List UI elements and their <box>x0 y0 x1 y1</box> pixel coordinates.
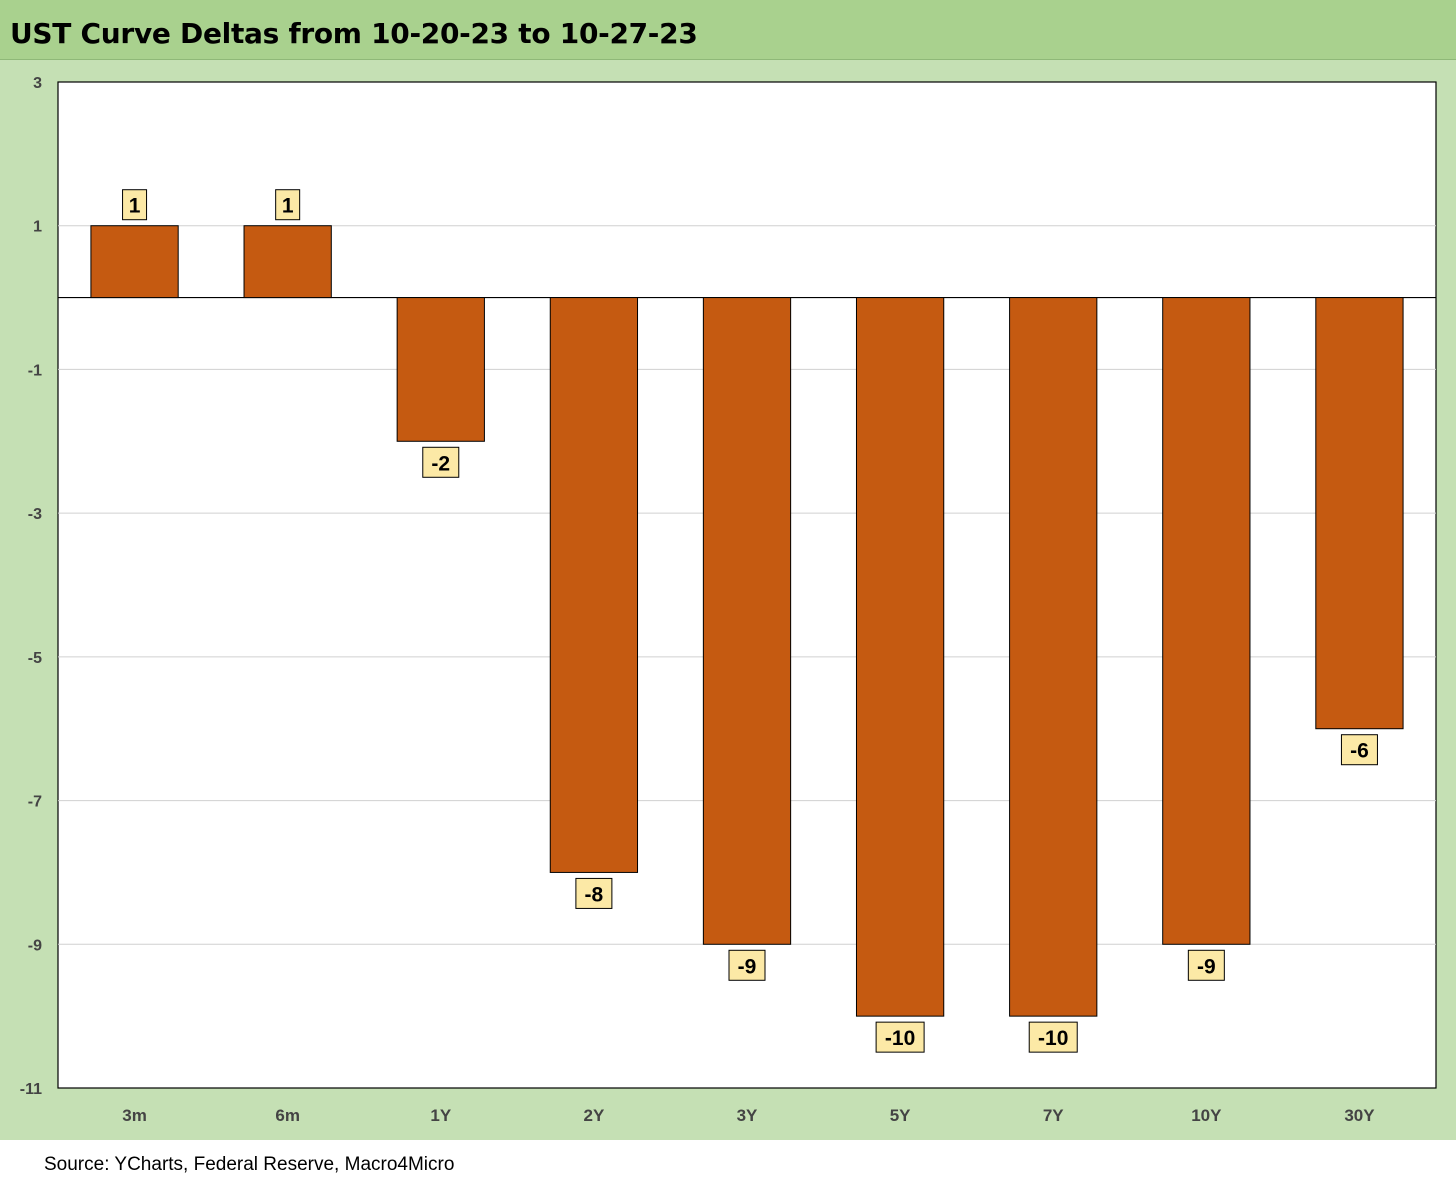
x-tick-label-5Y: 5Y <box>890 1106 911 1125</box>
x-tick-label-7Y: 7Y <box>1043 1106 1064 1125</box>
x-tick-label-10Y: 10Y <box>1191 1106 1222 1125</box>
data-label-box <box>275 189 301 221</box>
y-tick-label: -3 <box>28 506 42 523</box>
data-label-10Y: -9 <box>1197 955 1216 978</box>
data-label-box <box>1187 949 1225 981</box>
x-tick-label-3m: 3m <box>122 1106 147 1125</box>
title-bar: UST Curve Deltas from 10-20-23 to 10-27-… <box>0 0 1456 60</box>
bar-3Y <box>702 297 792 945</box>
data-label-box <box>1340 734 1378 766</box>
bar-1Y <box>396 297 485 442</box>
y-tick-label: -1 <box>28 362 42 379</box>
data-label-3Y: -9 <box>738 955 757 978</box>
data-label-box <box>728 949 766 981</box>
data-label-box <box>122 189 148 221</box>
data-label-1Y: -2 <box>431 452 450 475</box>
data-label-box <box>575 877 613 909</box>
data-label-2Y: -8 <box>585 883 604 906</box>
y-tick-label: -7 <box>28 794 42 811</box>
data-labels: 1 1 -2 -8 -9 -10 -10 -9 -6 <box>122 189 1378 1053</box>
data-label-box <box>875 1021 925 1053</box>
data-label-6m: 1 <box>282 195 294 218</box>
y-tick-label: -11 <box>20 1081 42 1098</box>
bar-10Y <box>1162 297 1251 945</box>
x-tick-label-1Y: 1Y <box>430 1106 451 1125</box>
data-label-3m: 1 <box>129 195 141 218</box>
x-axis: 3m 6m 1Y 2Y 3Y 5Y 7Y 10Y 30Y <box>122 1106 1375 1125</box>
bar-6m <box>243 225 332 299</box>
x-tick-label-30Y: 30Y <box>1344 1106 1375 1125</box>
bar-3m <box>90 225 179 299</box>
source-note: Source: YCharts, Federal Reserve, Macro4… <box>44 1154 455 1175</box>
data-label-5Y: -10 <box>885 1027 915 1050</box>
chart-title: UST Curve Deltas from 10-20-23 to 10-27-… <box>10 17 698 50</box>
bar-5Y <box>855 297 945 1017</box>
y-tick-label: 3 <box>33 75 42 92</box>
data-label-7Y: -10 <box>1038 1027 1068 1050</box>
y-tick-label: -5 <box>28 650 42 667</box>
y-tick-label: 1 <box>33 219 42 236</box>
data-label-box <box>1028 1021 1078 1053</box>
x-tick-label-2Y: 2Y <box>583 1106 604 1125</box>
bar-2Y <box>549 297 639 873</box>
bar-30Y <box>1315 297 1404 730</box>
bar-7Y <box>1009 297 1098 1017</box>
y-tick-label: -9 <box>28 937 42 954</box>
data-label-30Y: -6 <box>1350 740 1369 763</box>
bars <box>90 225 1404 1017</box>
y-axis: 3 1 -1 -3 -5 -7 -9 -11 <box>20 75 42 1098</box>
x-tick-label-3Y: 3Y <box>737 1106 758 1125</box>
x-tick-label-6m: 6m <box>275 1106 300 1125</box>
data-label-box <box>422 446 460 478</box>
